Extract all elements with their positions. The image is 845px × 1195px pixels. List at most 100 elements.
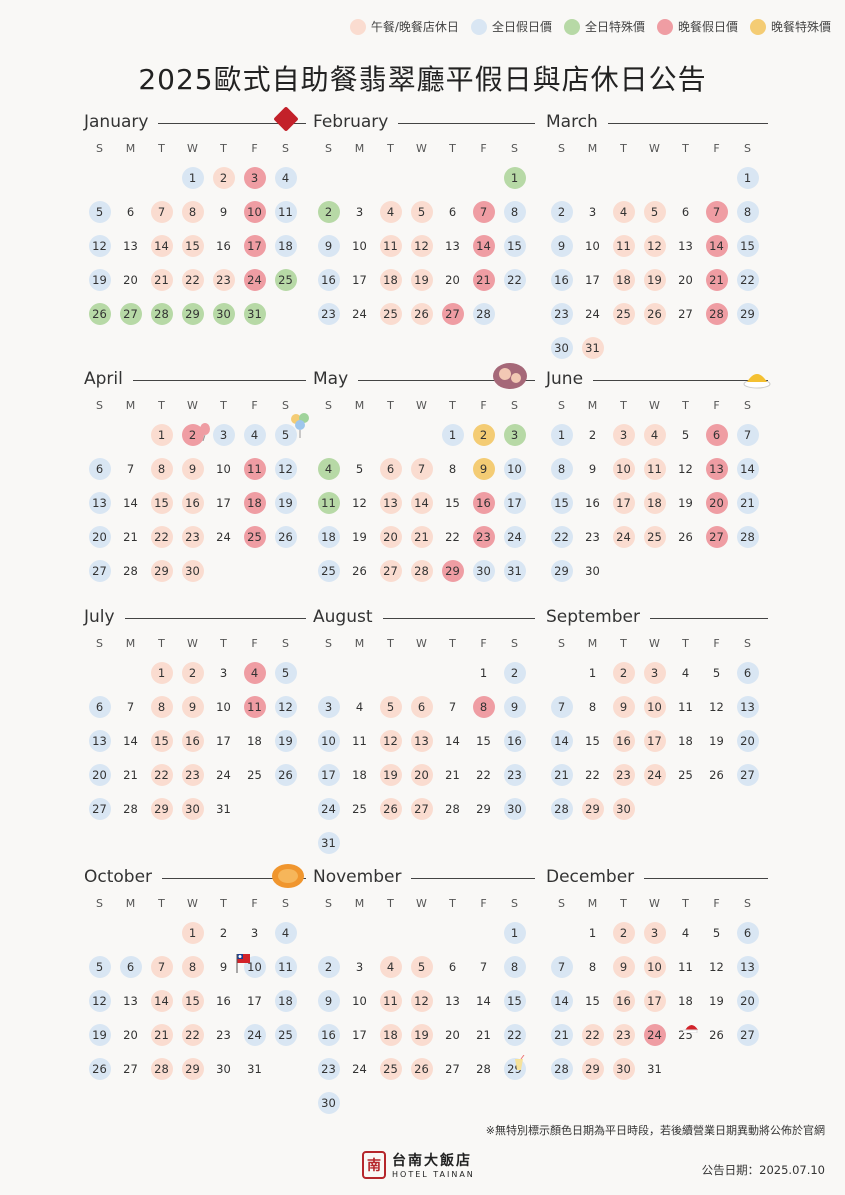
day-number: 16 xyxy=(181,492,204,514)
day-cell: 26 xyxy=(701,1018,732,1052)
day-number: 9 xyxy=(219,960,228,974)
day-number: 7 xyxy=(150,956,173,978)
day-cell: 11 xyxy=(639,452,670,486)
day-number: 20 xyxy=(410,764,433,786)
day-cell: 1 xyxy=(732,161,763,195)
day-cell: 21 xyxy=(546,1018,577,1052)
day-number: 24 xyxy=(643,1024,666,1046)
day-cell: 12 xyxy=(670,452,701,486)
day-number: 28 xyxy=(123,802,138,816)
weekday-label: T xyxy=(449,897,456,910)
day-cell: 17 xyxy=(344,1018,375,1052)
day-cell: 5 xyxy=(375,690,406,724)
empty-cell xyxy=(84,916,115,950)
day-cell: 13 xyxy=(732,690,763,724)
empty-cell xyxy=(313,656,344,690)
day-cell: 25 xyxy=(670,758,701,792)
day-cell: 4 xyxy=(608,195,639,229)
day-number: 3 xyxy=(250,926,259,940)
weekday-label: T xyxy=(620,637,627,650)
day-number: 31 xyxy=(581,337,604,359)
day-cell: 7 xyxy=(468,195,499,229)
day-cell: 19 xyxy=(639,263,670,297)
day-cell: 27 xyxy=(84,554,115,588)
day-cell: 24 xyxy=(208,758,239,792)
day-number: 2 xyxy=(612,662,635,684)
day-number: 11 xyxy=(643,458,666,480)
day-cell: 18 xyxy=(639,486,670,520)
mooncake-icon xyxy=(271,863,305,893)
day-number: 29 xyxy=(441,560,464,582)
day-cell: 3 xyxy=(499,418,530,452)
empty-cell xyxy=(546,161,577,195)
day-number: 14 xyxy=(550,730,573,752)
day-number: 15 xyxy=(736,235,759,257)
day-number: 11 xyxy=(678,700,693,714)
day-number: 15 xyxy=(445,496,460,510)
day-cell: 26 xyxy=(639,297,670,331)
day-number: 21 xyxy=(445,768,460,782)
day-number: 28 xyxy=(736,526,759,548)
legend-item: 全日假日價 xyxy=(470,18,552,35)
day-cell: 2 xyxy=(208,161,239,195)
day-number: 19 xyxy=(88,269,111,291)
day-number: 5 xyxy=(643,201,666,223)
month-divider xyxy=(382,617,535,619)
day-cell: 1 xyxy=(499,161,530,195)
day-cell: 2 xyxy=(468,418,499,452)
day-cell: 18 xyxy=(608,263,639,297)
weekday-label: W xyxy=(649,637,660,650)
day-cell: 23 xyxy=(608,758,639,792)
weekday-label: S xyxy=(282,142,289,155)
day-number: 7 xyxy=(705,201,728,223)
day-number: 30 xyxy=(216,1062,231,1076)
day-cell: 6 xyxy=(115,950,146,984)
day-cell: 17 xyxy=(239,984,270,1018)
day-number: 18 xyxy=(612,269,635,291)
day-cell: 12 xyxy=(701,950,732,984)
day-number: 23 xyxy=(216,1028,231,1042)
month-name: March xyxy=(546,112,598,132)
day-number: 25 xyxy=(317,560,340,582)
day-number: 12 xyxy=(410,990,433,1012)
day-number: 21 xyxy=(736,492,759,514)
weekday-label: S xyxy=(511,897,518,910)
day-number: 17 xyxy=(585,273,600,287)
legend-swatch xyxy=(470,18,487,35)
empty-cell xyxy=(115,418,146,452)
empty-cell xyxy=(84,161,115,195)
weekday-label: S xyxy=(744,142,751,155)
weekday-label: S xyxy=(96,399,103,412)
day-number: 22 xyxy=(503,269,526,291)
day-number: 18 xyxy=(678,734,693,748)
day-cell: 28 xyxy=(406,554,437,588)
day-number: 5 xyxy=(410,956,433,978)
month-may: May S M T W T F S 1 2 3 4 5 6 7 8 9 10 11 12 13 14 15 16 17 18 19 2… xyxy=(313,369,535,588)
day-cell: 13 xyxy=(375,486,406,520)
day-number: 26 xyxy=(410,1058,433,1080)
day-cell: 5 xyxy=(670,418,701,452)
day-cell: 5 xyxy=(84,195,115,229)
empty-cell xyxy=(115,656,146,690)
day-cell: 10 xyxy=(608,452,639,486)
day-cell: 25 xyxy=(639,520,670,554)
day-cell: 28 xyxy=(546,1052,577,1086)
day-cell: 11 xyxy=(313,486,344,520)
day-number: 28 xyxy=(410,560,433,582)
day-cell: 7 xyxy=(701,195,732,229)
day-number: 21 xyxy=(150,269,173,291)
day-number: 28 xyxy=(150,1058,173,1080)
day-number: 14 xyxy=(123,734,138,748)
day-number: 8 xyxy=(550,458,573,480)
day-number: 30 xyxy=(585,564,600,578)
day-number: 4 xyxy=(612,201,635,223)
weekday-label: M xyxy=(354,897,365,910)
day-cell: 25 xyxy=(344,792,375,826)
day-number: 4 xyxy=(355,700,364,714)
day-cell: 17 xyxy=(577,263,608,297)
day-number: 23 xyxy=(472,526,495,548)
day-cell: 6 xyxy=(437,195,468,229)
weekday-label: W xyxy=(416,399,427,412)
day-number: 5 xyxy=(355,462,364,476)
day-number: 19 xyxy=(410,269,433,291)
